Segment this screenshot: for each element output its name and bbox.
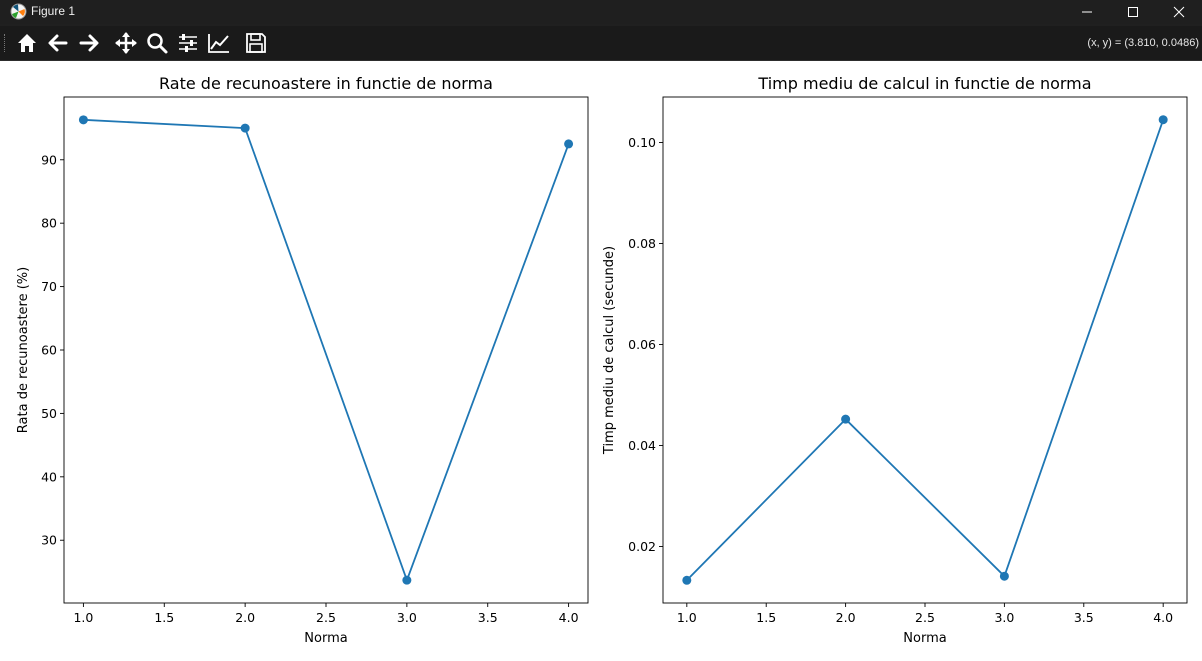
- chart-1-y-tick-label: 80: [41, 216, 57, 231]
- home-button[interactable]: [15, 31, 39, 55]
- save-icon: [246, 33, 266, 53]
- chart-2-y-axis-label: Timp mediu de calcul (secunde): [602, 246, 617, 455]
- chart-2-y-tick-label: 0.04: [628, 438, 656, 453]
- chart-2-title: Timp mediu de calcul in functie de norma: [757, 74, 1091, 93]
- chart-2-x-tick-label: 3.5: [1074, 610, 1094, 625]
- configure-subplots-button[interactable]: [176, 31, 200, 55]
- chart-2-data-point: [999, 571, 1009, 581]
- zoom-icon: [147, 33, 168, 54]
- save-button[interactable]: [244, 31, 268, 55]
- pan-icon: [115, 32, 137, 54]
- chart-1-series-line: [83, 118, 570, 582]
- chart-2-group: 1.0 1.5 2.0 2.5 3.0 3.5 4.0 0.02 0.04 0.06 0.08 0.1…: [602, 74, 1188, 646]
- close-icon: [1173, 6, 1185, 18]
- chart-1-y-tick-label: 50: [41, 406, 57, 421]
- close-button[interactable]: [1156, 0, 1202, 24]
- chart-2-data-point: [682, 575, 692, 585]
- figure-canvas[interactable]: 1.0 1.5 2.0 2.5 3.0 3.5 4.0 30 40 50 60 70 80 90 Rate …: [0, 61, 1202, 661]
- chart-1-y-tick-label: 60: [41, 343, 57, 358]
- chart-1-data-point: [240, 123, 250, 133]
- chart-2-data-point: [1158, 115, 1168, 125]
- chart-1-y-tick-label: 30: [41, 533, 57, 548]
- forward-button[interactable]: [77, 31, 101, 55]
- edit-axis-button[interactable]: [207, 31, 231, 55]
- toolbar-grip[interactable]: [4, 34, 7, 52]
- chart-2-x-tick-label: 2.0: [836, 610, 856, 625]
- chart-1-y-tick-label: 70: [41, 279, 57, 294]
- configure-subplots-icon: [179, 34, 197, 52]
- chart-1-y-tick-label: 40: [41, 469, 57, 484]
- window-title: Figure 1: [31, 4, 76, 18]
- zoom-button[interactable]: [145, 31, 169, 55]
- chart-1-data-point: [564, 139, 574, 149]
- back-arrow-icon: [48, 34, 68, 52]
- chart-2-y-tick-label: 0.10: [628, 135, 656, 150]
- chart-2-x-tick-label: 1.0: [677, 610, 697, 625]
- chart-2-y-tick-label: 0.06: [628, 337, 656, 352]
- chart-1-group: 1.0 1.5 2.0 2.5 3.0 3.5 4.0 30 40 50 60 70 80 90 Rate …: [16, 74, 589, 646]
- chart-1-y-axis-label: Rata de recunoastere (%): [16, 267, 31, 433]
- chart-2-axes-frame: [662, 96, 1188, 604]
- pan-button[interactable]: [114, 31, 138, 55]
- chart-2-series-line: [686, 119, 1165, 581]
- chart-area[interactable]: 1.0 1.5 2.0 2.5 3.0 3.5 4.0 30 40 50 60 70 80 90 Rate …: [0, 61, 1202, 661]
- chart-2-x-tick-label: 3.0: [994, 610, 1014, 625]
- chart-1-x-tick-label: 3.5: [478, 610, 498, 625]
- chart-2-x-tick-label: 2.5: [915, 610, 935, 625]
- minimize-button[interactable]: [1064, 0, 1110, 24]
- chart-2-y-tick-label: 0.02: [628, 539, 656, 554]
- cursor-coordinates: (x, y) = (3.810, 0.0486): [1087, 37, 1199, 49]
- chart-1-x-tick-label: 4.0: [559, 610, 579, 625]
- forward-arrow-icon: [79, 34, 99, 52]
- chart-1-x-tick-label: 2.0: [235, 610, 255, 625]
- chart-1-x-tick-label: 1.5: [154, 610, 174, 625]
- chart-1-x-axis-label: Norma: [304, 631, 347, 646]
- matplotlib-logo-icon: [10, 3, 27, 20]
- maximize-button[interactable]: [1110, 0, 1156, 24]
- navigation-toolbar: [0, 26, 1202, 61]
- chart-1-x-tick-label: 2.5: [316, 610, 336, 625]
- chart-1-x-tick-label: 3.0: [397, 610, 417, 625]
- chart-2-x-tick-label: 1.5: [756, 610, 776, 625]
- chart-1-x-tick-label: 1.0: [73, 610, 93, 625]
- home-icon: [18, 34, 36, 52]
- chart-1-data-point: [402, 575, 412, 585]
- chart-1-title: Rate de recunoastere in functie de norma: [159, 74, 493, 93]
- chart-1-data-point: [78, 115, 88, 125]
- window-titlebar: Figure 1: [0, 0, 1202, 24]
- minimize-icon: [1082, 11, 1092, 13]
- maximize-icon: [1128, 7, 1138, 17]
- chart-2-x-tick-label: 4.0: [1153, 610, 1173, 625]
- chart-1-axes-frame: [63, 96, 589, 604]
- chart-2-x-axis-label: Norma: [903, 631, 946, 646]
- back-button[interactable]: [46, 31, 70, 55]
- chart-2-data-point: [841, 414, 851, 424]
- chart-2-y-tick-label: 0.08: [628, 236, 656, 251]
- chart-1-y-tick-label: 90: [41, 152, 57, 167]
- edit-axis-icon: [208, 34, 229, 53]
